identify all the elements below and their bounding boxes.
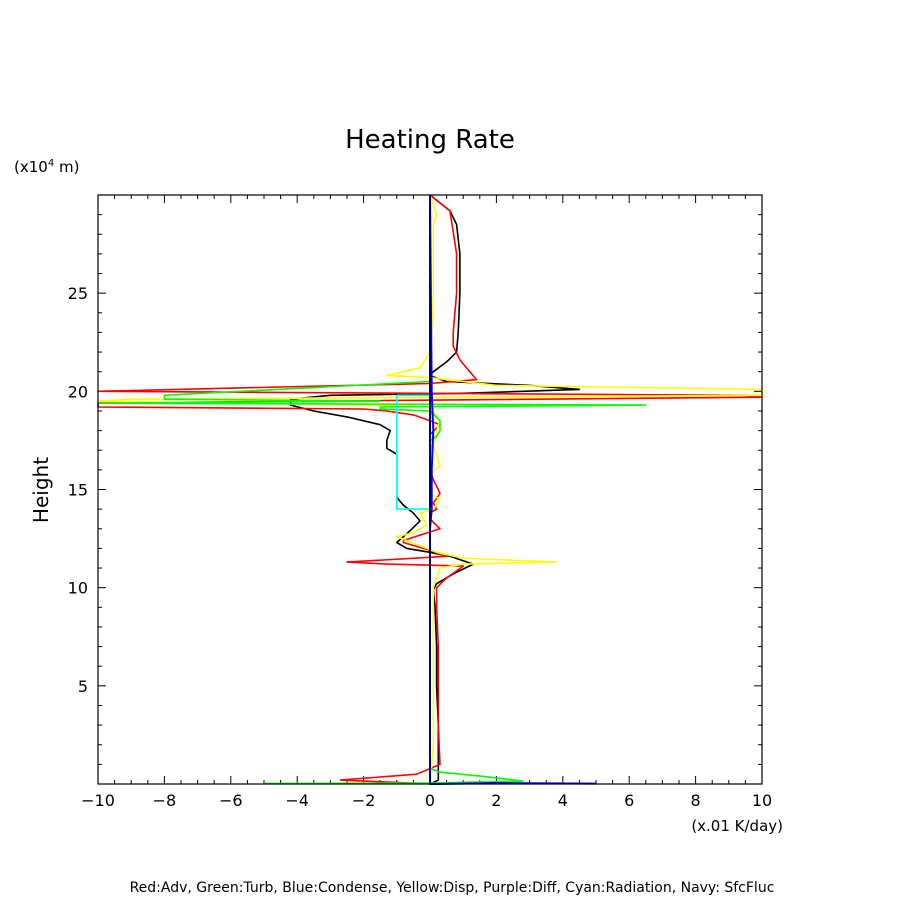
x-tick-label: 2 <box>491 791 501 810</box>
y-axis-label: Height <box>29 457 53 523</box>
plot-frame <box>97 194 763 785</box>
x-tick-label: −6 <box>219 791 243 810</box>
series-line-0 <box>289 194 581 785</box>
x-tick-label: 0 <box>425 791 435 810</box>
y-unit-label: (x104 m) <box>14 158 79 176</box>
legend-text: Red:Adv, Green:Turb, Blue:Condense, Yell… <box>130 880 775 896</box>
y-tick-label: 15 <box>68 481 88 500</box>
series-line-3 <box>97 195 647 785</box>
series-line-4 <box>395 394 431 510</box>
series-line-1 <box>97 194 763 785</box>
series-lines <box>97 194 763 785</box>
series-line-5 <box>429 194 597 785</box>
x-tick-label: 6 <box>624 791 634 810</box>
series-line-2 <box>97 194 763 785</box>
y-tick-label: 5 <box>78 677 88 696</box>
y-unit-label-exp: 4 <box>48 158 54 169</box>
y-tick-label: 25 <box>68 284 88 303</box>
y-unit-label-prefix: (x10 <box>14 158 48 176</box>
x-tick-label: −4 <box>285 791 309 810</box>
axis-ticks: −10 −8 −6 −4 −2 0 2 4 6 8 10 5 10 15 20 25 <box>68 194 772 810</box>
x-tick-label: −2 <box>352 791 376 810</box>
x-unit-label: (x.01 K/day) <box>691 817 783 835</box>
y-unit-label-suffix: m) <box>54 158 79 176</box>
y-tick-label: 20 <box>68 382 88 401</box>
x-tick-label: 4 <box>558 791 568 810</box>
y-tick-label: 10 <box>68 579 88 598</box>
chart-title: Heating Rate <box>345 125 515 155</box>
x-tick-label: 8 <box>691 791 701 810</box>
x-tick-label: −8 <box>153 791 177 810</box>
x-tick-label: 10 <box>752 791 772 810</box>
x-tick-label: −10 <box>81 791 115 810</box>
